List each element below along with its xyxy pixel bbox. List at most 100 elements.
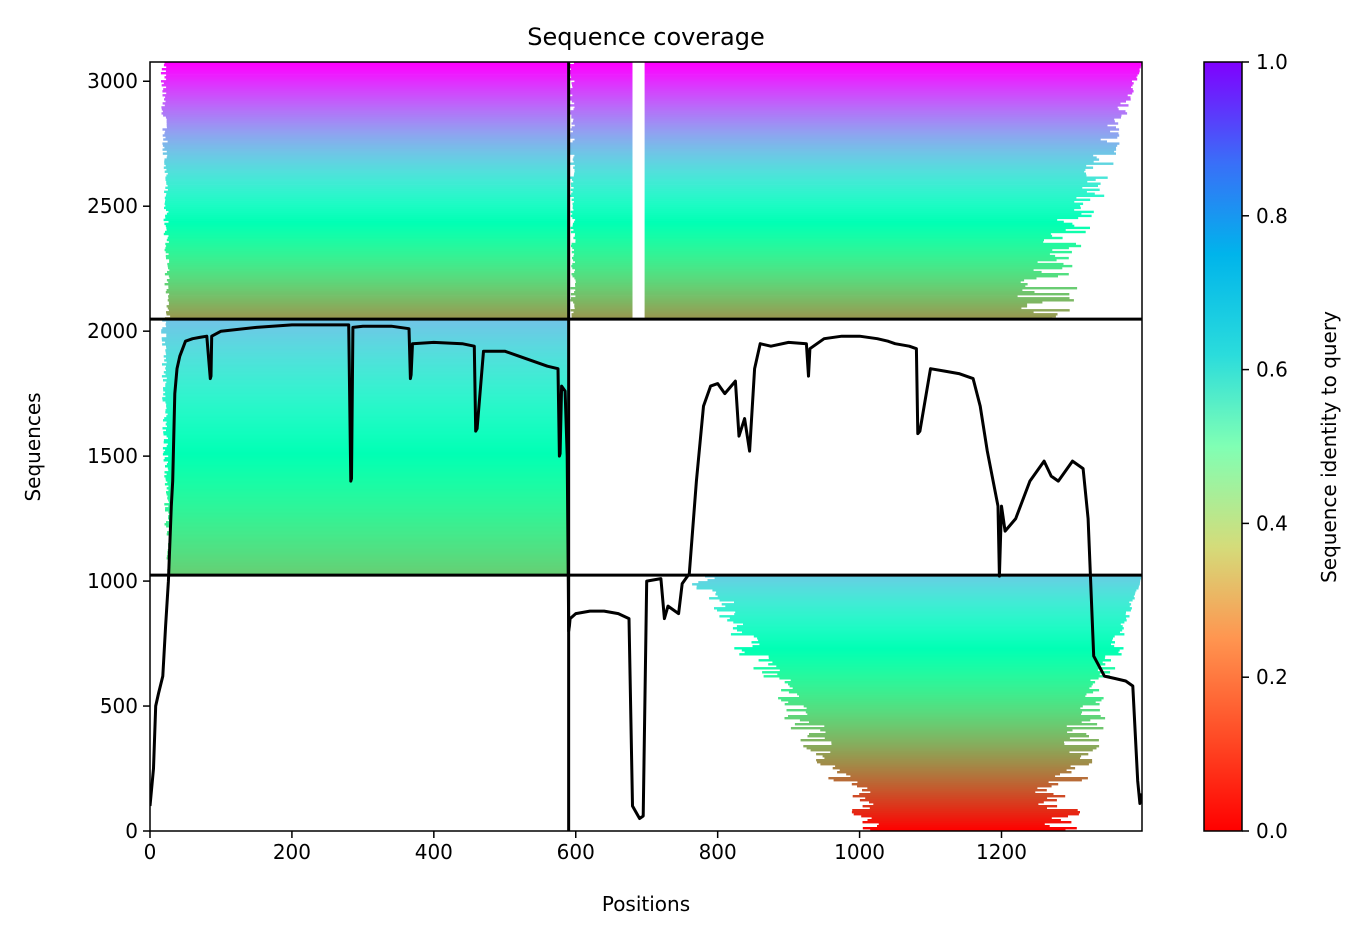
alignment-row (167, 299, 569, 302)
alignment-row (734, 601, 1130, 604)
alignment-row (165, 96, 569, 99)
alignment-row (162, 142, 569, 145)
alignment-row (168, 287, 569, 290)
alignment-row (168, 501, 569, 504)
alignment-row (169, 258, 569, 262)
alignment-row (167, 188, 569, 192)
alignment-row (739, 653, 1122, 656)
alignment-row (573, 236, 1063, 240)
alignment-row (168, 275, 569, 278)
alignment-row (763, 675, 1110, 678)
alignment-row (569, 98, 1131, 101)
alignment-row (166, 321, 569, 324)
alignment-row (571, 192, 1095, 196)
alignment-row (859, 793, 1054, 796)
alignment-row (803, 705, 1083, 708)
alignment-row (163, 88, 569, 91)
alignment-row (825, 731, 1068, 734)
alignment-row (162, 94, 569, 97)
alignment-row (166, 226, 569, 230)
alignment-row (163, 232, 569, 236)
alignment-row (167, 172, 569, 175)
x-tick-label: 400 (415, 840, 453, 864)
alignment-row (164, 196, 569, 200)
alignment-row (161, 337, 569, 340)
y-axis-label: Sequences (21, 392, 45, 501)
alignment-row (574, 170, 1085, 173)
alignment-row (164, 475, 569, 478)
alignment-row (569, 66, 1141, 69)
alignment-row (573, 228, 1066, 232)
alignment-row (573, 62, 1142, 65)
alignment-row (575, 260, 1038, 264)
alignment-row (165, 465, 569, 468)
alignment-row (165, 224, 569, 228)
alignment-row (573, 160, 1094, 163)
alignment-row (707, 579, 1141, 582)
alignment-row (166, 445, 569, 448)
alignment-row (166, 403, 569, 406)
alignment-row (165, 214, 569, 218)
alignment-row (779, 677, 1099, 680)
alignment-row (168, 220, 569, 224)
alignment-row (862, 821, 1072, 824)
x-tick-label: 800 (699, 840, 737, 864)
alignment-row (165, 401, 569, 404)
alignment-row (165, 254, 569, 258)
alignment-row (570, 287, 1078, 290)
alignment-row (165, 409, 569, 412)
alignment-row (166, 122, 569, 125)
alignment-row (568, 70, 1140, 73)
alignment-row (570, 88, 1133, 91)
alignment-row (168, 240, 569, 244)
alignment-row (162, 110, 569, 113)
alignment-row (168, 541, 569, 544)
alignment-row (166, 279, 569, 282)
alignment-row (164, 417, 569, 420)
alignment-row (169, 535, 569, 538)
alignment-row (820, 729, 1073, 732)
alignment-row (573, 186, 1083, 190)
alignment-row (790, 727, 1104, 730)
alignment-row (163, 138, 569, 141)
alignment-row (166, 533, 569, 536)
alignment-row (161, 108, 569, 111)
alignment-row (168, 295, 569, 298)
alignment-row (574, 124, 1108, 127)
alignment-row (867, 787, 1038, 790)
alignment-row (835, 765, 1071, 768)
alignment-row (571, 68, 1140, 71)
alignment-row (164, 162, 569, 165)
alignment-row (810, 749, 1093, 752)
alignment-row (698, 581, 1140, 584)
alignment-row (573, 200, 1075, 204)
alignment-row (753, 635, 1115, 638)
alignment-row (572, 256, 1069, 260)
alignment-row (692, 583, 1140, 586)
alignment-row (164, 62, 569, 65)
alignment-row (162, 447, 569, 450)
alignment-row (574, 102, 1121, 105)
alignment-row (867, 819, 1061, 822)
alignment-row (574, 291, 1035, 294)
alignment-row (830, 751, 1070, 754)
alignment-row (169, 519, 569, 522)
alignment-row (758, 639, 1113, 642)
alignment-row (164, 190, 569, 194)
alignment-row (816, 759, 1093, 762)
alignment-row (166, 369, 569, 372)
alignment-row (571, 178, 1096, 181)
alignment-row (166, 347, 569, 350)
alignment-row (164, 170, 569, 173)
alignment-row (789, 685, 1092, 688)
alignment-row (788, 691, 1094, 694)
alignment-row (166, 357, 569, 360)
alignment-row (168, 489, 569, 492)
alignment-row (569, 90, 1134, 93)
alignment-row (742, 631, 1120, 634)
alignment-row (570, 74, 1138, 77)
alignment-row (168, 547, 569, 550)
alignment-row (574, 277, 1037, 280)
alignment-row (799, 695, 1086, 698)
alignment-row (161, 339, 569, 342)
